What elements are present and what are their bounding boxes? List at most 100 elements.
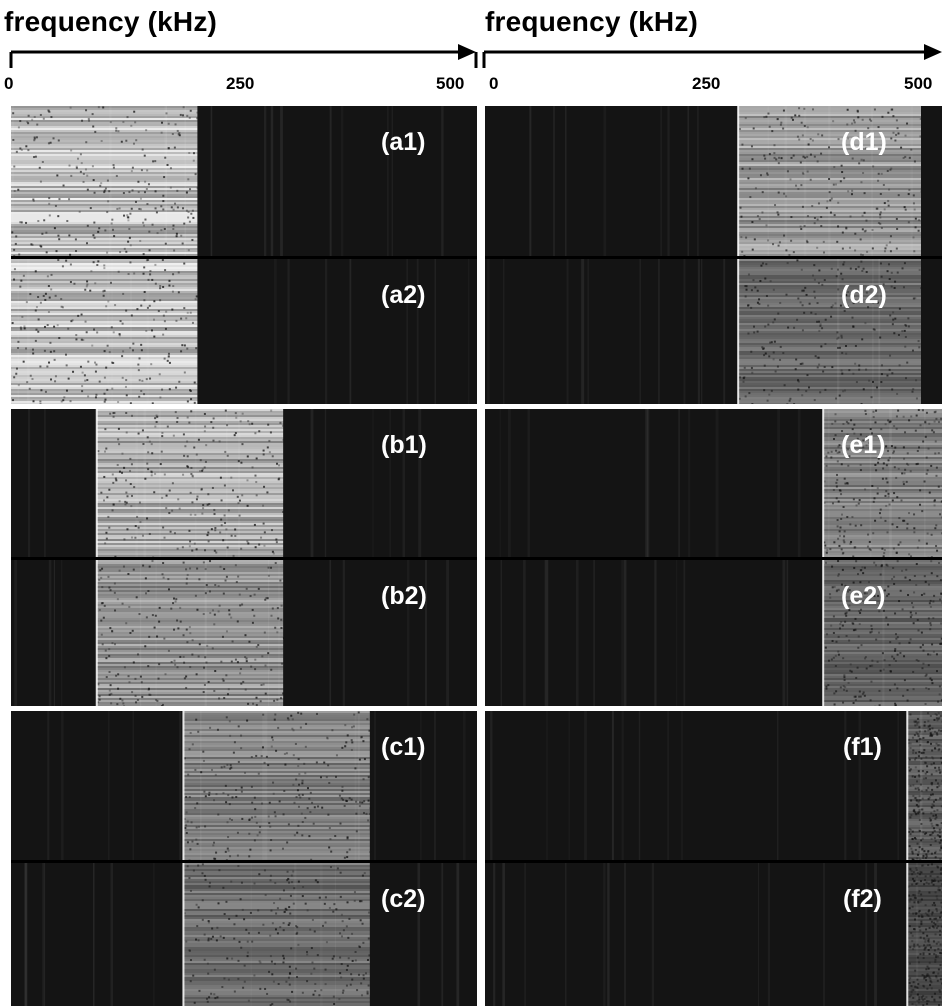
spectrogram-panel-f1: (f1)	[485, 711, 942, 860]
signal-band	[823, 560, 942, 706]
pair-divider-f	[485, 860, 942, 863]
background-streak	[872, 259, 874, 404]
background-streak	[681, 711, 683, 860]
background-streak	[493, 863, 496, 1006]
background-streak	[441, 106, 444, 256]
background-streak	[844, 711, 847, 860]
background-streak	[553, 106, 555, 256]
background-streak	[676, 560, 677, 706]
signal-band	[11, 259, 198, 404]
background-streak	[487, 259, 490, 404]
background-streak	[108, 711, 109, 860]
background-streak	[651, 863, 655, 1006]
right-axis-title: frequency (kHz)	[485, 6, 699, 37]
background-streak	[527, 409, 530, 557]
background-streak	[374, 711, 376, 860]
background-streak	[24, 863, 28, 1006]
spectrogram-panel-e1: (e1)	[485, 409, 942, 557]
background-streak	[697, 106, 699, 256]
signal-band	[183, 711, 372, 860]
signal-band	[823, 409, 942, 557]
background-streak	[270, 106, 274, 256]
background-streak	[524, 863, 526, 1006]
background-streak	[529, 106, 532, 256]
background-streak	[683, 259, 686, 404]
background-streak	[575, 560, 579, 706]
spectrogram-panel-a2: (a2)	[11, 259, 477, 404]
background-streak	[882, 560, 885, 706]
signal-band	[907, 711, 942, 860]
background-streak	[372, 409, 373, 557]
background-streak	[919, 711, 923, 860]
background-streak	[654, 560, 657, 706]
signal-band	[96, 409, 285, 557]
panel-label-a2: (a2)	[381, 281, 426, 309]
column-divider	[477, 105, 485, 1006]
pair-divider-c	[11, 860, 477, 863]
background-streak	[24, 863, 27, 1006]
background-streak	[47, 711, 50, 860]
left-axis-arrow	[9, 44, 478, 68]
pair-divider-b	[11, 557, 477, 560]
background-streak	[566, 259, 569, 404]
signal-band	[738, 106, 923, 256]
background-streak	[858, 711, 861, 860]
background-streak	[417, 863, 421, 1006]
background-streak	[593, 560, 595, 706]
background-streak	[660, 106, 662, 256]
background-streak	[667, 106, 670, 256]
background-streak	[490, 711, 493, 860]
background-streak	[425, 560, 427, 706]
panel-label-d1: (d1)	[841, 128, 887, 156]
background-streak	[294, 863, 297, 1006]
background-streak	[647, 409, 650, 557]
background-streak	[264, 711, 268, 860]
signal-band	[738, 259, 923, 404]
background-streak	[786, 560, 789, 706]
group-divider-de	[485, 405, 942, 409]
background-streak	[200, 711, 202, 860]
background-streak	[777, 409, 780, 557]
background-streak	[433, 711, 436, 860]
carrier-line	[822, 560, 825, 706]
background-streak	[667, 711, 669, 860]
background-streak	[500, 409, 501, 557]
background-streak	[645, 409, 649, 557]
spectrogram-panel-d2: (d2)	[485, 259, 942, 404]
background-streak	[329, 560, 332, 706]
background-streak	[678, 409, 680, 557]
panel-label-c2: (c2)	[381, 885, 426, 913]
spectrogram-panel-c1: (c1)	[11, 711, 477, 860]
background-streak	[581, 259, 585, 404]
background-streak	[324, 259, 328, 404]
panel-label-b1: (b1)	[381, 431, 427, 459]
background-streak	[441, 863, 444, 1006]
background-streak	[723, 259, 726, 404]
background-streak	[865, 863, 868, 1006]
background-streak	[44, 409, 46, 557]
background-streak	[607, 863, 610, 1006]
background-streak	[688, 409, 690, 557]
background-streak	[44, 863, 45, 1006]
background-streak	[603, 106, 606, 256]
carrier-line	[95, 560, 98, 706]
left-tick-250: 250	[226, 74, 255, 93]
spectrogram-panel-c2: (c2)	[11, 863, 477, 1006]
background-streak	[48, 560, 52, 706]
background-streak	[132, 711, 134, 860]
background-streak	[434, 259, 437, 404]
left-axis-title: frequency (kHz)	[4, 6, 218, 37]
carrier-line	[95, 409, 98, 557]
background-streak	[416, 259, 419, 404]
background-streak	[716, 409, 719, 557]
spectrogram-panel-b2: (b2)	[11, 560, 477, 706]
background-streak	[683, 560, 686, 706]
panel-label-f1: (f1)	[843, 733, 882, 761]
carrier-line	[822, 409, 825, 557]
spectrogram-panel-f2: (f2)	[485, 863, 942, 1006]
background-streak	[14, 560, 18, 706]
spectrogram-panel-a1: (a1)	[11, 106, 477, 256]
background-streak	[623, 560, 627, 706]
background-streak	[358, 711, 360, 860]
background-streak	[924, 409, 926, 557]
